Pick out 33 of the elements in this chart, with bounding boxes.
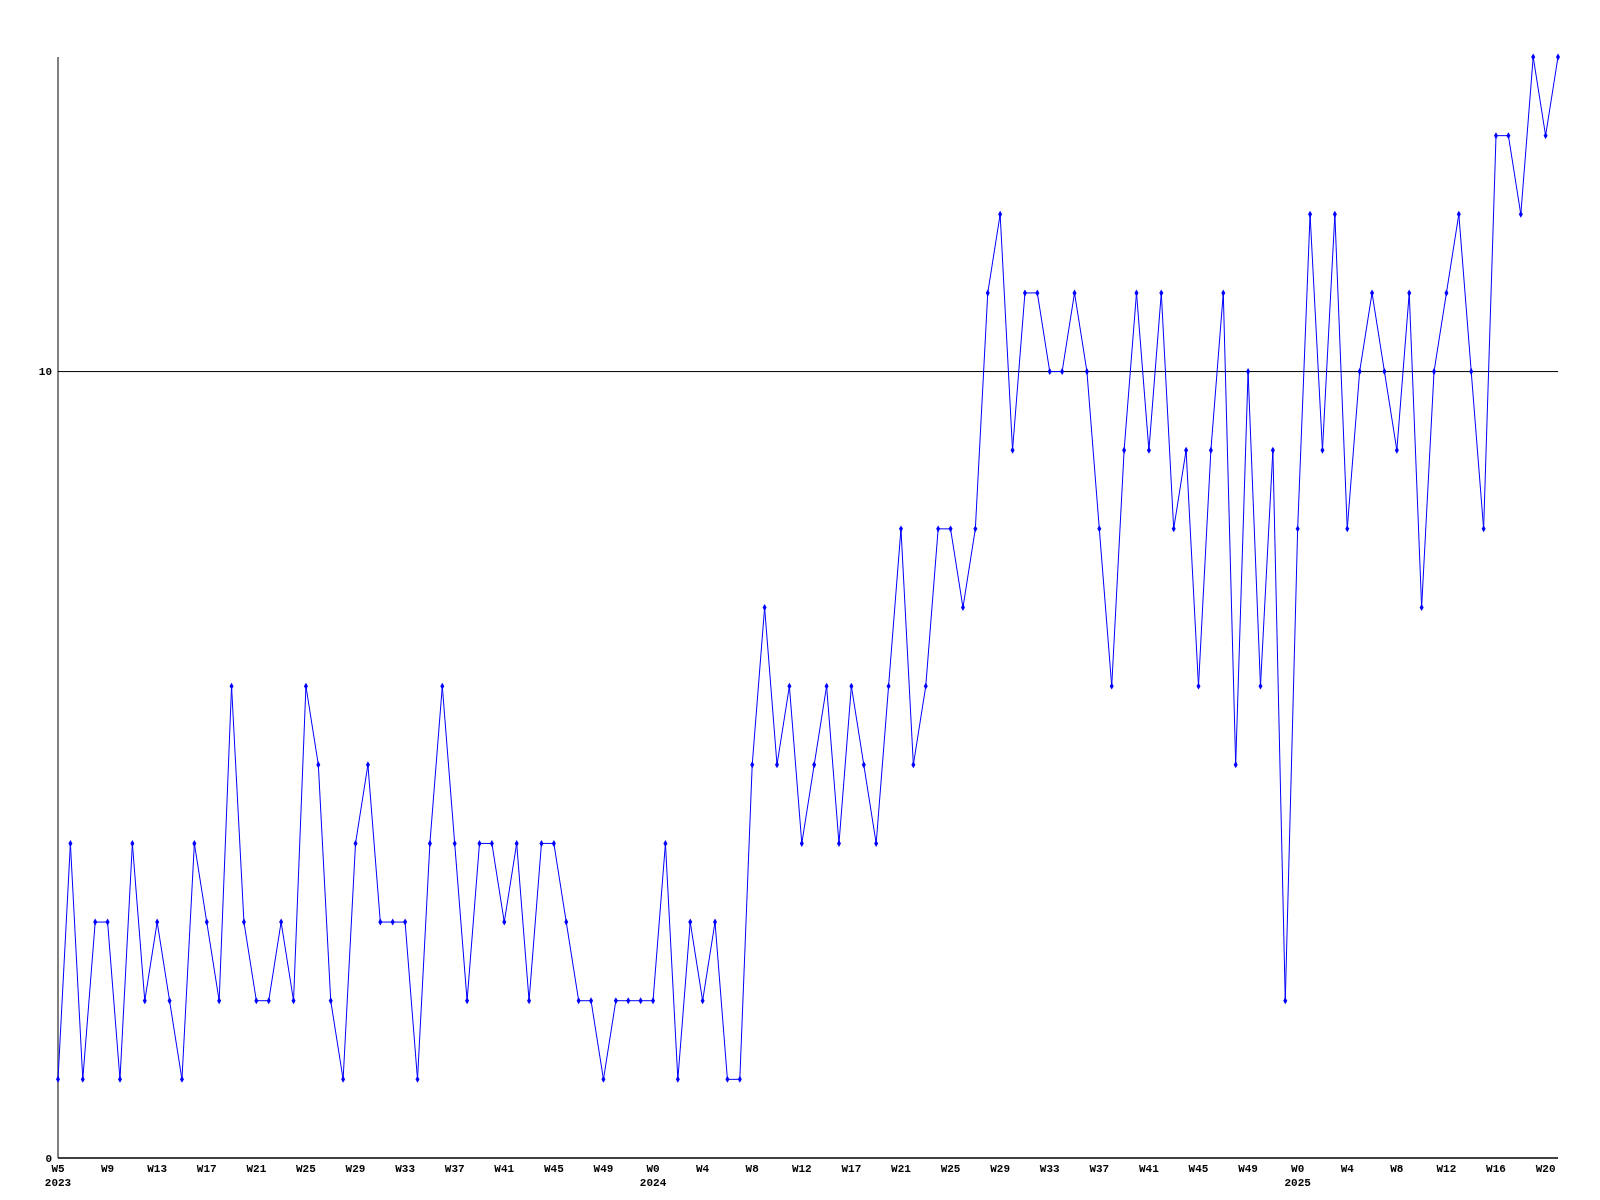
x-tick-label: W41 (1139, 1163, 1160, 1175)
x-tick-label: W4 (696, 1163, 710, 1175)
x-tick-label: W45 (543, 1163, 565, 1175)
x-tick-label: W37 (1089, 1163, 1110, 1175)
y-tick-label: 0 (45, 1152, 52, 1165)
x-tick-label: W49 (1238, 1163, 1258, 1175)
x-tick-label: W13 (147, 1163, 168, 1175)
y-tick-label: 10 (38, 366, 52, 379)
x-tick-label: W0 2025 (1284, 1163, 1312, 1189)
x-tick-label: W17 (196, 1163, 217, 1175)
x-tick-label: W16 (1486, 1163, 1506, 1175)
x-tick-label: W21 (246, 1163, 267, 1175)
x-tick-label: W4 (1340, 1163, 1355, 1175)
x-tick-label: W12 (1436, 1163, 1457, 1175)
x-tick-label: W37 (444, 1163, 465, 1175)
x-tick-label: W17 (841, 1163, 862, 1175)
x-tick-label: W45 (1188, 1163, 1209, 1175)
x-tick-label: W12 (791, 1163, 812, 1175)
x-tick-label: W9 (100, 1163, 115, 1175)
x-tick-label: W21 (891, 1163, 912, 1175)
x-tick-label: W33 (1039, 1163, 1061, 1175)
x-tick-label: W29 (990, 1163, 1011, 1175)
x-tick-label: W8 (1390, 1163, 1404, 1175)
x-tick-label: W33 (395, 1163, 416, 1175)
x-tick-label: W20 (1535, 1163, 1556, 1175)
x-tick-label: W0 2024 (639, 1163, 667, 1189)
x-tick-label: W41 (494, 1163, 515, 1175)
x-tick-label: W25 (940, 1163, 961, 1175)
x-tick-label: W29 (345, 1163, 366, 1175)
x-tick-label: W5 2023 (44, 1163, 72, 1189)
x-tick-label: W8 (745, 1163, 760, 1175)
x-tick-label: W25 (296, 1163, 317, 1175)
x-tick-label: W49 (593, 1163, 614, 1175)
